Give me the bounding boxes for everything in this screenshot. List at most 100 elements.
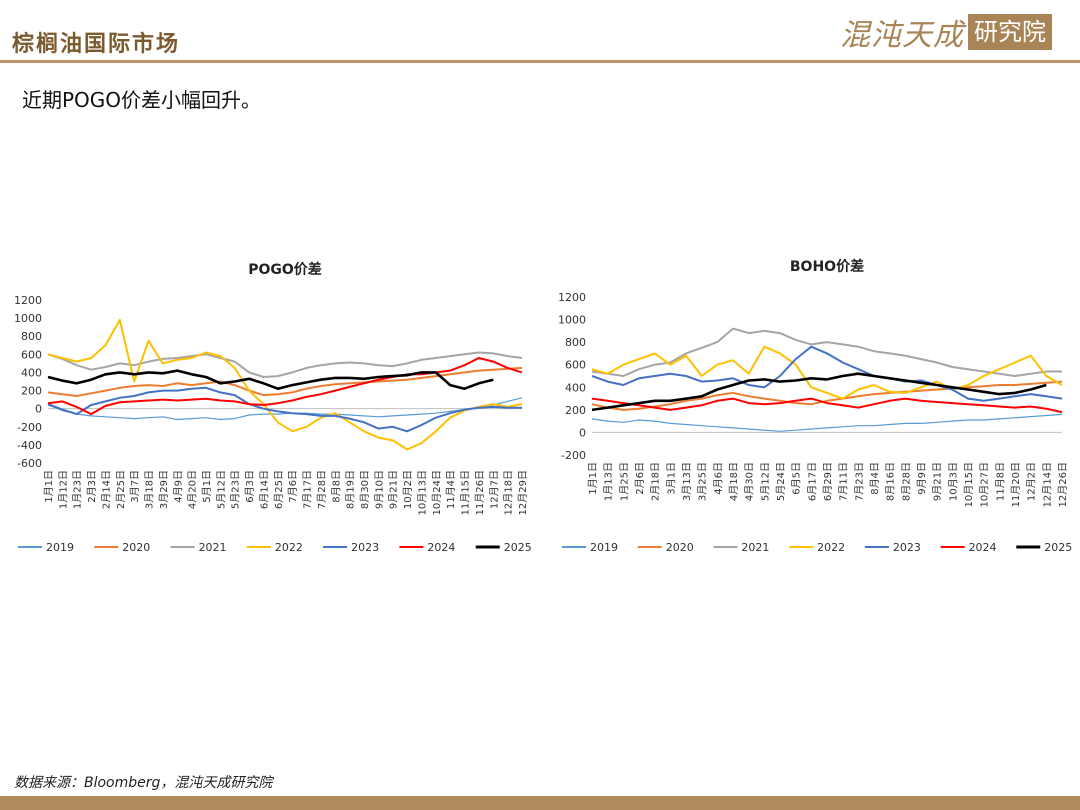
x-tick-label: 1月13日 [603,462,615,501]
x-tick-label: 11月4日 [445,470,457,509]
y-tick-label: 200 [21,385,42,398]
x-tick-label: 10月2日 [402,470,414,509]
x-tick-label: 3月13日 [681,462,693,501]
section-title: 棕榈油国际市场 [12,32,181,57]
x-tick-label: 8月30日 [359,470,371,509]
x-tick-label: 5月12日 [759,462,771,501]
header-divider [0,60,1080,63]
x-tick-label: 1月25日 [618,462,630,501]
x-tick-label: 10月3日 [947,462,959,501]
y-tick-label: 800 [565,336,586,349]
x-tick-label: 3月18日 [144,470,156,509]
x-tick-label: 6月17日 [806,462,818,501]
x-tick-label: 9月9日 [916,462,928,495]
x-tick-label: 7月6日 [287,470,299,503]
page-subtitle: 近期POGO价差小幅回升。 [22,88,262,112]
x-tick-label: 2月25日 [115,470,127,509]
legend-label-2025: 2025 [504,541,532,554]
x-tick-label: 4月18日 [728,462,740,501]
x-tick-label: 2月18日 [650,462,662,501]
x-tick-label: 11月20日 [1010,462,1022,507]
x-tick-label: 10月24日 [431,470,443,515]
x-tick-label: 12月29日 [517,470,529,515]
y-tick-label: -200 [17,421,42,434]
legend-label-2024: 2024 [969,541,997,554]
series-line-2023 [591,345,1063,402]
x-tick-label: 5月12日 [215,470,227,509]
y-tick-label: 1200 [14,294,42,307]
header-bar [0,0,1080,62]
x-tick-label: 8月16日 [885,462,897,501]
x-tick-label: 6月3日 [244,470,256,503]
y-tick-label: 1200 [558,291,586,304]
x-tick-label: 1月1日 [43,470,55,503]
series-line-2021 [47,351,523,378]
x-tick-label: 8月28日 [900,462,912,501]
legend-label-2021: 2021 [199,541,227,554]
x-tick-label: 3月1日 [665,462,677,495]
x-tick-label: 9月21日 [388,470,400,509]
series-line-2021 [591,327,1062,377]
legend-label-2020: 2020 [666,541,694,554]
chart-title: BOHO价差 [790,258,864,275]
x-tick-label: 8月8日 [330,470,342,503]
x-tick-label: 4月30日 [744,462,756,501]
brand-logo: 混沌天成 研究院 [840,12,1052,53]
series-line-2025 [591,372,1047,412]
x-tick-label: 12月7日 [488,470,500,509]
brand-name: 混沌天成 [840,18,964,53]
x-tick-label: 10月15日 [963,462,975,507]
series-line-2024 [47,357,523,416]
x-tick-label: 6月5日 [791,462,803,495]
x-tick-label: 7月17日 [302,470,314,509]
y-tick-label: 600 [21,348,42,361]
x-tick-label: 11月26日 [474,470,486,515]
legend-label-2024: 2024 [427,541,455,554]
y-tick-label: 0 [579,426,586,439]
footer-bar [0,796,1080,810]
x-tick-label: 5月1日 [201,470,213,503]
y-tick-label: 200 [565,404,586,417]
x-tick-label: 3月25日 [697,462,709,501]
legend-label-2020: 2020 [122,541,150,554]
y-tick-label: 800 [21,330,42,343]
x-tick-label: 4月6日 [712,462,724,495]
legend-label-2019: 2019 [46,541,74,554]
series-line-2023 [47,386,522,433]
legend-label-2022: 2022 [817,541,845,554]
legend-label-2019: 2019 [590,541,618,554]
chart-title: POGO价差 [248,261,322,278]
series-line-2019 [47,397,523,421]
legend-label-2023: 2023 [351,541,379,554]
y-tick-label: 400 [565,381,586,394]
x-tick-label: 1月12日 [57,470,69,509]
y-tick-label: -200 [561,449,586,462]
x-tick-label: 11月8日 [994,462,1006,501]
x-tick-label: 9月10日 [373,470,385,509]
x-tick-label: 10月27日 [979,462,991,507]
legend-label-2023: 2023 [893,541,921,554]
y-tick-label: 1000 [14,312,42,325]
x-tick-label: 12月18日 [503,470,515,515]
x-tick-label: 7月28日 [316,470,328,509]
x-tick-label: 2月3日 [86,470,98,503]
x-tick-label: 12月26日 [1057,462,1069,507]
y-tick-label: -400 [17,439,42,452]
x-tick-label: 8月19日 [345,470,357,509]
legend-label-2021: 2021 [741,541,769,554]
x-tick-label: 1月1日 [587,462,599,495]
brand-seal: 研究院 [968,14,1052,50]
x-tick-label: 1月23日 [72,470,84,509]
y-tick-label: 600 [565,359,586,372]
x-tick-label: 12月2日 [1026,462,1038,501]
x-tick-label: 3月29日 [158,470,170,509]
legend-label-2025: 2025 [1044,541,1072,554]
y-tick-label: 1000 [558,314,586,327]
pogo-spread-chart: POGO价差120010008006004002000-200-400-6001… [14,261,532,554]
series-line-2025 [47,369,494,390]
x-tick-label: 2月6日 [634,462,646,495]
x-tick-label: 9月21日 [932,462,944,501]
series-line-2019 [591,413,1063,432]
x-tick-label: 6月14日 [258,470,270,509]
